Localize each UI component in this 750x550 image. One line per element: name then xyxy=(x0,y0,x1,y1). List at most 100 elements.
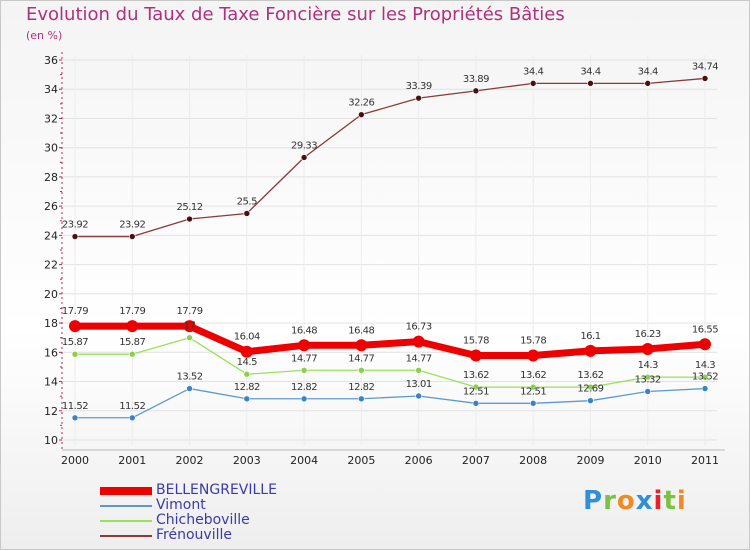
logo-letter: P xyxy=(583,486,604,516)
data-label: 16.48 xyxy=(348,325,374,336)
data-label: 12.51 xyxy=(520,386,546,397)
series-line xyxy=(75,337,705,388)
legend-label: Frénouville xyxy=(156,527,232,543)
data-point xyxy=(300,366,308,374)
data-point xyxy=(126,320,139,333)
data-point xyxy=(699,338,711,351)
data-point xyxy=(243,210,251,217)
x-tick-label: 2007 xyxy=(462,454,490,467)
data-label: 12.82 xyxy=(234,382,260,393)
data-label: 14.5 xyxy=(237,357,257,368)
legend-swatch xyxy=(100,487,152,495)
x-tick-label: 2009 xyxy=(576,454,604,467)
data-point xyxy=(584,344,597,357)
legend-label: Vimont xyxy=(156,497,206,513)
data-point xyxy=(186,385,193,392)
data-label: 17.79 xyxy=(176,306,202,317)
data-label: 17.79 xyxy=(119,306,145,317)
y-tick-label: 22 xyxy=(44,259,58,272)
data-label: 14.77 xyxy=(291,353,317,364)
data-point xyxy=(587,80,594,87)
data-point xyxy=(71,233,79,240)
data-point xyxy=(644,388,652,395)
data-point xyxy=(128,414,136,422)
y-tick-label: 36 xyxy=(44,54,58,67)
data-label: 12.82 xyxy=(291,382,317,393)
y-tick-label: 24 xyxy=(44,229,58,242)
data-point xyxy=(71,414,79,422)
data-point xyxy=(183,320,196,333)
data-label: 15.78 xyxy=(520,336,546,347)
data-label: 17 xyxy=(184,321,196,332)
data-label: 33.39 xyxy=(406,81,432,92)
data-point xyxy=(472,383,480,391)
data-point xyxy=(71,350,79,358)
data-point xyxy=(300,395,308,403)
logo-letter: r xyxy=(603,486,617,516)
data-label: 16.55 xyxy=(692,324,718,335)
data-label: 16.23 xyxy=(635,329,661,340)
data-label: 16.04 xyxy=(234,332,260,343)
data-point xyxy=(469,349,482,362)
data-point xyxy=(587,397,594,404)
x-tick-label: 2001 xyxy=(118,454,146,467)
data-point xyxy=(186,334,193,341)
data-point xyxy=(243,370,251,378)
series-line xyxy=(75,77,706,238)
y-tick-label: 20 xyxy=(44,288,58,301)
data-label: 15.87 xyxy=(119,337,145,348)
data-point xyxy=(529,400,537,407)
y-tick-label: 12 xyxy=(44,405,58,418)
y-tick-label: 26 xyxy=(44,200,58,213)
y-tick-label: 16 xyxy=(44,346,58,359)
data-label: 16.73 xyxy=(406,322,432,333)
data-point xyxy=(358,366,365,374)
logo-letter: i xyxy=(653,486,664,516)
data-label: 14.3 xyxy=(695,360,715,371)
data-point xyxy=(415,94,422,102)
data-point xyxy=(300,154,308,161)
y-tick-label: 10 xyxy=(44,434,58,447)
data-point xyxy=(358,111,365,118)
axes: 10 12 14 16 18 20 22 24 26 28 30 32 34 36 2000 2001 2002… xyxy=(44,52,725,467)
logo-letter: i xyxy=(676,486,687,516)
x-tick-label: 2003 xyxy=(233,454,261,467)
data-label: 13.62 xyxy=(520,370,546,381)
data-label: 14.77 xyxy=(406,353,432,364)
unit-label: (en %) xyxy=(26,29,63,42)
data-point xyxy=(128,233,136,240)
data-label: 34.4 xyxy=(580,66,600,77)
legend-label: BELLENGREVILLE xyxy=(156,482,277,498)
data-label: 13.62 xyxy=(463,370,489,381)
proxiti-logo: Proxiti xyxy=(583,486,687,516)
data-point xyxy=(412,335,425,348)
x-tick-label: 2010 xyxy=(634,454,662,467)
data-point xyxy=(472,87,480,95)
y-tick-label: 14 xyxy=(44,376,58,389)
y-tick-label: 18 xyxy=(44,317,58,330)
data-label: 13.01 xyxy=(406,379,432,390)
data-label: 29.33 xyxy=(291,140,317,151)
logo-letter: x xyxy=(635,486,654,516)
data-label: 14.77 xyxy=(348,353,374,364)
legend-label: Chicheboville xyxy=(156,512,250,528)
data-label: 25.5 xyxy=(237,196,257,207)
data-label: 16.1 xyxy=(580,331,600,342)
legend-swatch xyxy=(100,520,152,522)
x-tick-label: 2011 xyxy=(691,454,719,467)
data-label: 14.3 xyxy=(638,360,658,371)
data-point xyxy=(529,80,537,87)
data-label: 15.87 xyxy=(62,337,88,348)
y-tick-label: 34 xyxy=(44,83,58,96)
data-point xyxy=(641,342,654,355)
data-label: 33.89 xyxy=(463,74,489,85)
logo-letter: o xyxy=(616,486,636,516)
data-label: 11.52 xyxy=(119,401,145,412)
grid xyxy=(62,55,717,445)
data-label: 13.52 xyxy=(692,372,718,383)
series-line xyxy=(75,387,706,419)
x-tick-label: 2004 xyxy=(290,454,318,467)
data-label: 23.92 xyxy=(119,220,145,231)
